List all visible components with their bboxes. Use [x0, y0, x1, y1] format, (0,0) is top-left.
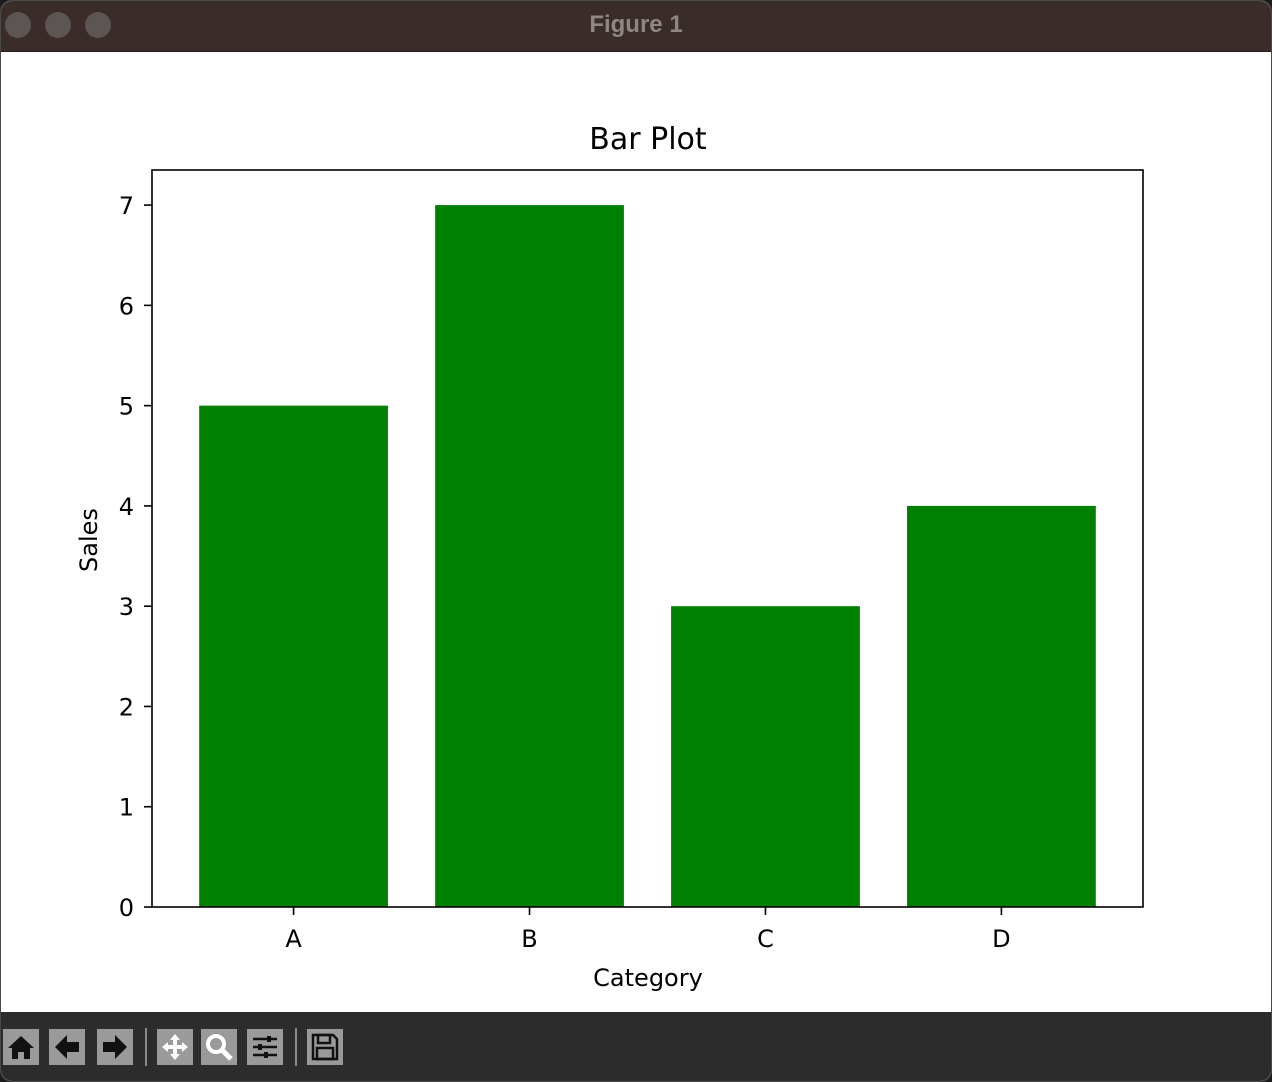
y-tick-label: 3 [119, 593, 134, 621]
x-ticks-group: A B C D [285, 907, 1011, 953]
configure-subplots-button[interactable] [247, 1029, 283, 1065]
zoom-window-button[interactable] [85, 12, 111, 38]
y-tick-label: 1 [119, 794, 134, 822]
arrow-left-icon [55, 1035, 79, 1059]
y-tick-label: 7 [119, 192, 134, 220]
title-bar: Figure 1 [1, 1, 1271, 52]
forward-button[interactable] [97, 1029, 133, 1065]
back-button[interactable] [49, 1029, 85, 1065]
bar-D [907, 505, 1096, 907]
toolbar-separator [295, 1028, 297, 1066]
pan-button[interactable] [157, 1029, 193, 1065]
minimize-window-button[interactable] [45, 12, 71, 38]
chart-title: Bar Plot [589, 122, 707, 157]
bar-B [435, 205, 624, 908]
close-window-button[interactable] [5, 12, 31, 38]
axes-frame [151, 169, 1144, 908]
navigation-toolbar [1, 1012, 1271, 1081]
x-tick-label: B [521, 925, 537, 953]
x-tick-label: A [285, 925, 302, 953]
bar-A [199, 405, 388, 907]
floppy-disk-icon [311, 1033, 339, 1061]
y-ticks-group: 0 1 2 3 4 5 6 7 [119, 192, 152, 922]
magnifier-icon [206, 1034, 233, 1061]
x-axis-label: Category [593, 964, 703, 992]
zoom-button[interactable] [201, 1029, 237, 1065]
bar-chart: Bar Plot 0 1 2 3 4 5 6 7 A B C D Category Sales [75, 122, 1144, 992]
y-tick-label: 4 [119, 493, 134, 521]
y-tick-label: 5 [119, 393, 134, 421]
save-button[interactable] [307, 1029, 343, 1065]
y-axis-label: Sales [75, 508, 103, 572]
x-tick-label: C [757, 925, 774, 953]
bar-C [671, 606, 860, 907]
bars-group [199, 205, 1096, 908]
home-button[interactable] [3, 1029, 39, 1065]
y-tick-label: 0 [119, 894, 134, 922]
y-tick-label: 6 [119, 292, 134, 320]
x-tick-label: D [992, 925, 1010, 953]
y-tick-label: 2 [119, 693, 134, 721]
figure-canvas: Bar Plot 0 1 2 3 4 5 6 7 A B C D Category Sales [1, 52, 1271, 1012]
home-icon [8, 1036, 34, 1059]
window-title: Figure 1 [589, 11, 683, 38]
toolbar-separator [145, 1028, 147, 1066]
move-icon [162, 1034, 188, 1060]
arrow-right-icon [103, 1035, 127, 1059]
sliders-icon [253, 1036, 277, 1058]
